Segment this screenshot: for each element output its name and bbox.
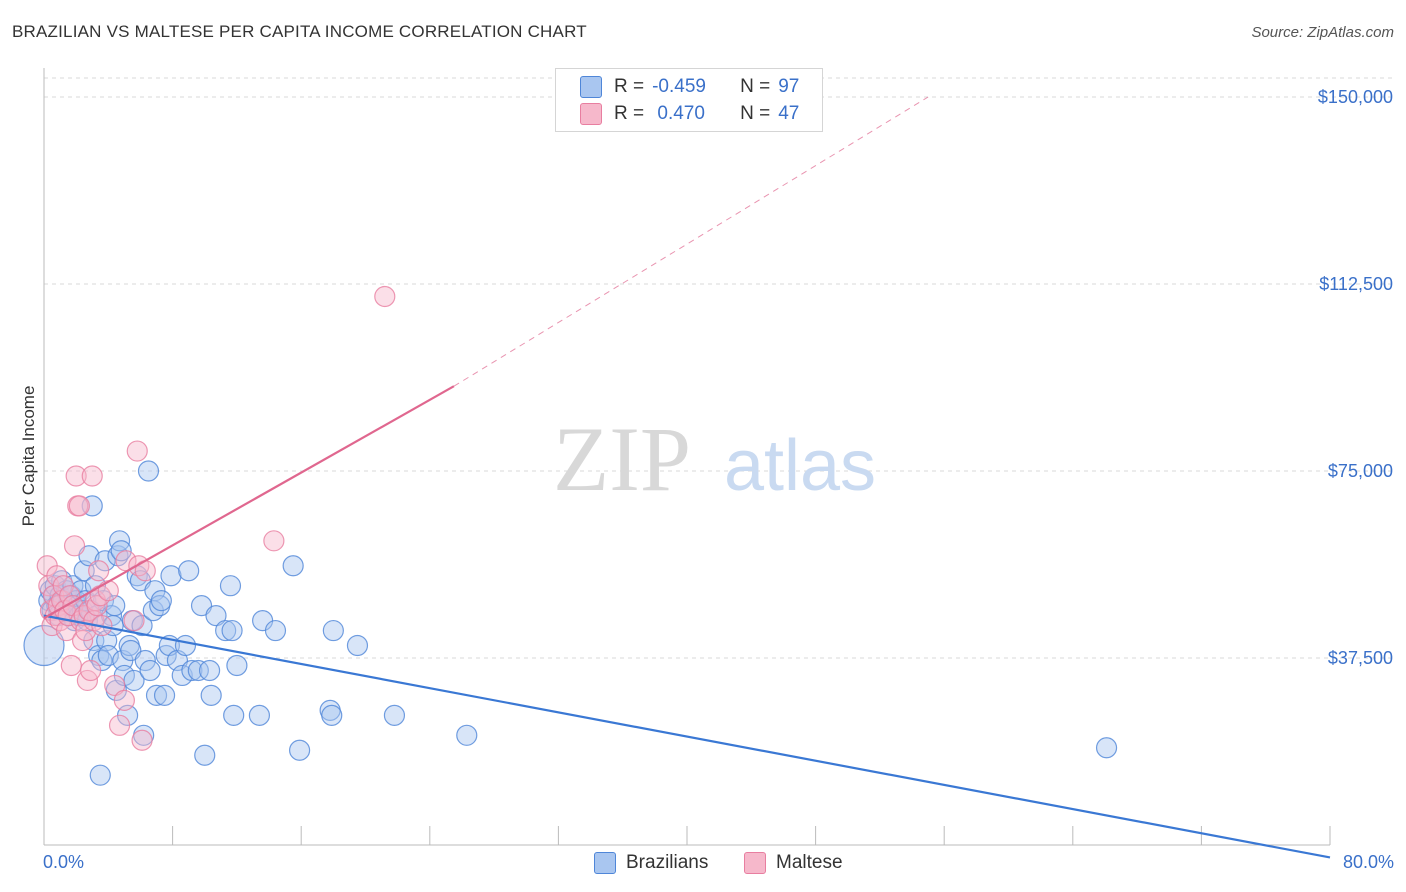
point-brazilians bbox=[139, 659, 161, 682]
y-axis-label: Per Capita Income bbox=[19, 386, 38, 527]
point-brazilians bbox=[383, 704, 406, 726]
point-brazilians bbox=[198, 659, 221, 682]
point-brazilians bbox=[456, 724, 478, 746]
point-brazilians bbox=[171, 664, 193, 687]
point-maltese bbox=[131, 729, 153, 751]
point-brazilians bbox=[322, 619, 344, 642]
legend-n-value: 97 bbox=[778, 76, 800, 97]
point-maltese bbox=[88, 560, 110, 582]
point-brazilians bbox=[134, 649, 156, 672]
legend-row-brazilians: R = -0.459 N = 97 bbox=[580, 75, 799, 99]
point-maltese bbox=[374, 285, 396, 308]
trend-extension-maltese bbox=[453, 96, 929, 387]
legend-r-value: 0.470 bbox=[652, 103, 705, 124]
point-brazilians bbox=[160, 565, 182, 587]
point-brazilians bbox=[110, 540, 132, 562]
point-brazilians bbox=[282, 555, 304, 577]
point-brazilians bbox=[153, 684, 176, 707]
point-brazilians bbox=[190, 595, 213, 617]
legend-swatch-pink bbox=[580, 103, 602, 125]
point-maltese bbox=[108, 714, 131, 736]
point-brazilians bbox=[221, 619, 243, 642]
y-tick-label: $150,000 bbox=[1318, 87, 1393, 107]
trend-lines bbox=[43, 96, 1331, 859]
point-brazilians bbox=[120, 639, 142, 662]
point-brazilians bbox=[223, 704, 245, 726]
chart-title: BRAZILIAN VS MALTESE PER CAPITA INCOME C… bbox=[12, 22, 587, 41]
point-brazilians bbox=[89, 764, 111, 786]
x-tick-max: 80.0% bbox=[1342, 852, 1394, 872]
point-brazilians bbox=[219, 575, 242, 597]
point-brazilians bbox=[215, 619, 237, 642]
legend-label-maltese: Maltese bbox=[776, 852, 843, 873]
point-maltese bbox=[65, 465, 87, 487]
point-brazilians bbox=[187, 659, 209, 682]
point-brazilians bbox=[248, 704, 271, 726]
point-brazilians bbox=[288, 739, 311, 761]
point-brazilians bbox=[226, 654, 248, 677]
point-brazilians bbox=[145, 684, 168, 707]
point-brazilians bbox=[205, 605, 227, 627]
point-brazilians bbox=[150, 590, 172, 612]
point-brazilians bbox=[200, 684, 222, 707]
legend-item-brazilians[interactable]: Brazilians bbox=[594, 852, 708, 874]
legend-swatch-pink bbox=[744, 852, 766, 874]
legend-swatch-blue bbox=[594, 852, 616, 874]
axes bbox=[43, 68, 1331, 846]
legend-item-maltese[interactable]: Maltese bbox=[744, 852, 843, 874]
point-maltese bbox=[63, 535, 86, 557]
legend-n-value: 47 bbox=[778, 103, 800, 124]
legend-r-value: -0.459 bbox=[652, 76, 706, 97]
y-tick-labels: $37,500 $75,000 $112,500 $150,000 bbox=[1318, 87, 1393, 668]
point-brazilians bbox=[264, 619, 287, 642]
point-brazilians bbox=[194, 744, 216, 766]
y-tick-label: $75,000 bbox=[1328, 461, 1393, 481]
series-maltese bbox=[36, 285, 396, 751]
point-brazilians bbox=[1095, 737, 1118, 759]
legend-n-label: N = bbox=[740, 103, 771, 124]
point-maltese bbox=[104, 674, 126, 697]
point-maltese bbox=[263, 530, 285, 552]
point-brazilians bbox=[346, 634, 369, 657]
point-brazilians bbox=[321, 704, 343, 726]
source-credit: Source: ZipAtlas.com bbox=[1251, 24, 1394, 41]
watermark-zip: ZIP bbox=[553, 408, 691, 510]
y-tick-label: $37,500 bbox=[1328, 648, 1393, 668]
legend-n-label: N = bbox=[740, 76, 771, 97]
point-maltese bbox=[80, 659, 102, 682]
point-maltese bbox=[97, 580, 119, 602]
point-maltese bbox=[123, 609, 145, 632]
gridlines bbox=[44, 77, 1395, 659]
watermark: ZIP atlas bbox=[553, 408, 876, 510]
legend-r-label: R = bbox=[614, 76, 645, 97]
legend-label-brazilians: Brazilians bbox=[626, 852, 709, 873]
point-maltese bbox=[81, 465, 103, 487]
y-tick-label: $112,500 bbox=[1319, 274, 1393, 294]
point-brazilians bbox=[174, 634, 197, 657]
point-brazilians bbox=[181, 659, 203, 682]
trend-line-brazilians bbox=[43, 614, 1331, 859]
point-brazilians bbox=[178, 560, 200, 582]
x-tick-min: 0.0% bbox=[43, 852, 85, 872]
point-maltese bbox=[126, 440, 148, 462]
trend-line-maltese bbox=[43, 385, 455, 620]
point-brazilians bbox=[137, 460, 160, 482]
legend-r-label: R = bbox=[614, 103, 645, 124]
legend-row-maltese: R = 0.470 N = 47 bbox=[580, 102, 799, 126]
point-brazilians bbox=[81, 495, 103, 517]
point-maltese bbox=[113, 689, 135, 711]
point-brazilians bbox=[78, 545, 100, 567]
series-legend: Brazilians Maltese bbox=[0, 852, 1406, 876]
legend-swatch-blue bbox=[580, 76, 602, 98]
point-maltese bbox=[60, 654, 82, 677]
watermark-atlas: atlas bbox=[724, 426, 876, 506]
stats-legend: R = -0.459 N = 97 R = 0.470 N = 47 bbox=[555, 68, 823, 132]
point-maltese bbox=[68, 495, 90, 517]
